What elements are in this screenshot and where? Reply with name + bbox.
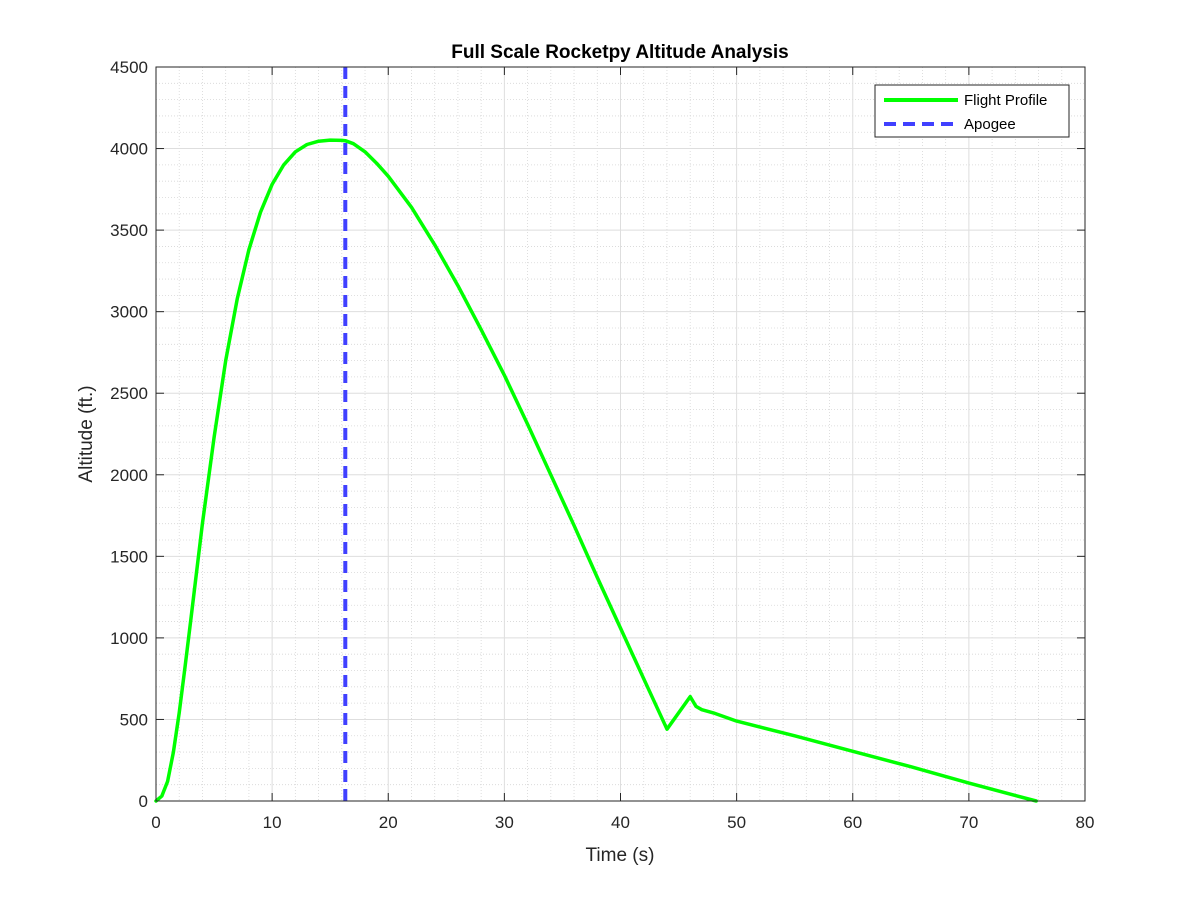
y-tick-label: 4000 — [110, 140, 148, 159]
series-line-flight-profile — [154, 138, 1038, 803]
y-tick-label: 1000 — [110, 629, 148, 648]
x-tick-label: 20 — [379, 813, 398, 832]
y-tick-label: 3000 — [110, 303, 148, 322]
x-axis-label: Time (s) — [586, 845, 655, 866]
x-tick-label: 30 — [495, 813, 514, 832]
tick-labels: 0 10 20 30 40 50 60 70 80 0 500 1000 1500 2000 2500 300… — [110, 58, 1094, 832]
axes — [155, 66, 1086, 802]
y-tick-label: 4500 — [110, 58, 148, 77]
x-tick-label: 70 — [959, 813, 978, 832]
legend-box — [874, 84, 1070, 138]
y-tick-label: 1500 — [110, 547, 148, 566]
x-tick-label: 50 — [727, 813, 746, 832]
chart-title: Full Scale Rocketpy Altitude Analysis — [451, 42, 789, 63]
legend: Flight Profile Apogee — [874, 84, 1070, 138]
legend-label-flight-profile: Flight Profile — [964, 92, 1047, 109]
y-tick-label: 2500 — [110, 384, 148, 403]
y-tick-label: 500 — [120, 710, 148, 729]
x-tick-label: 10 — [263, 813, 282, 832]
y-tick-label: 3500 — [110, 221, 148, 240]
series-layer — [154, 67, 1038, 803]
y-tick-label: 0 — [139, 792, 148, 811]
y-tick-label: 2000 — [110, 466, 148, 485]
y-axis-label: Altitude (ft.) — [76, 385, 97, 482]
x-tick-label: 0 — [151, 813, 160, 832]
x-tick-label: 40 — [611, 813, 630, 832]
x-tick-label: 80 — [1076, 813, 1095, 832]
legend-label-apogee: Apogee — [964, 116, 1016, 133]
x-tick-label: 60 — [843, 813, 862, 832]
